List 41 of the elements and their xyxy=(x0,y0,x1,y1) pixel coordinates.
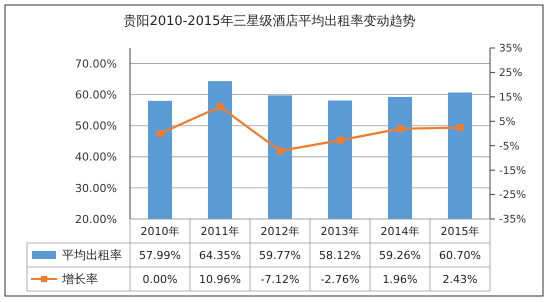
x-tick-label: 2013年 xyxy=(320,224,360,238)
point xyxy=(336,136,344,144)
legend-label: 平均出租率 xyxy=(62,248,122,262)
data-label: 59.26% xyxy=(379,248,421,262)
data-label: 58.12% xyxy=(319,248,361,262)
data-label: 0.00% xyxy=(142,272,178,286)
data-label: 57.99% xyxy=(139,248,181,262)
y2-tick-label: 15% xyxy=(499,92,522,104)
x-tick-label: 2011年 xyxy=(200,224,240,238)
x-tick-label: 2014年 xyxy=(380,224,420,238)
y-tick-label: 20.00% xyxy=(75,212,117,226)
y2-tick-label: -5% xyxy=(499,140,520,152)
y2-tick-label: -35% xyxy=(499,214,526,226)
data-label: 2.43% xyxy=(442,272,478,286)
y2-tick-label: -25% xyxy=(499,189,526,202)
y2-tick-label: 5% xyxy=(499,116,516,128)
data-label: 59.77% xyxy=(259,248,301,262)
x-tick-label: 2012年 xyxy=(260,224,300,238)
legend-label: 增长率 xyxy=(61,272,98,286)
data-label: 60.70% xyxy=(439,248,481,262)
point xyxy=(396,125,404,132)
data-label: -2.76% xyxy=(320,272,360,286)
x-tick-label: 2010年 xyxy=(140,224,180,238)
y2-tick-label: 25% xyxy=(499,67,522,80)
x-tick-label: 2015年 xyxy=(440,224,480,238)
y-tick-label: 30.00% xyxy=(75,182,117,195)
point xyxy=(276,147,284,154)
point xyxy=(216,103,224,110)
point xyxy=(156,130,164,138)
chart-title: 贵阳2010-2015年三星级酒店平均出租率变动趋势 xyxy=(124,13,416,29)
y-tick-label: 70.00% xyxy=(75,57,117,70)
y2-tick-label: -15% xyxy=(499,164,526,177)
y-tick-label: 40.00% xyxy=(75,150,117,164)
y2-tick-label: 35% xyxy=(499,42,522,55)
data-label: 10.96% xyxy=(199,272,241,286)
y-tick-label: 60.00% xyxy=(75,88,117,102)
data-label: 1.96% xyxy=(382,272,418,286)
y-tick-label: 50.00% xyxy=(75,120,117,133)
data-label: 64.35% xyxy=(199,248,241,262)
point xyxy=(456,124,464,132)
data-label: -7.12% xyxy=(260,272,300,286)
